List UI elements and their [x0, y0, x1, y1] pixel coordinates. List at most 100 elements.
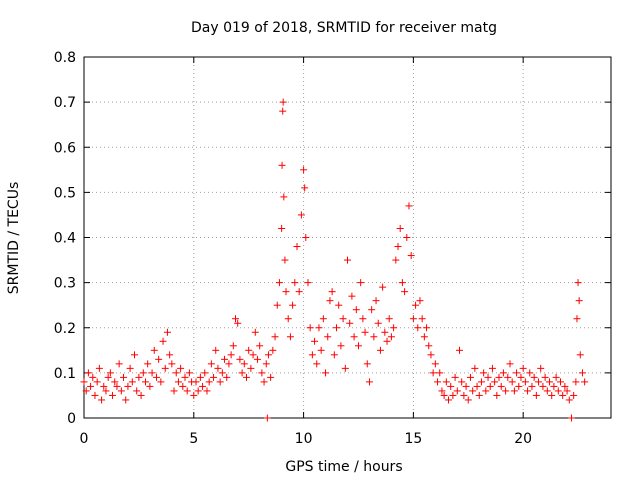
data-point [572, 378, 580, 386]
data-point [445, 396, 453, 404]
data-point [341, 364, 349, 372]
data-point [420, 333, 428, 341]
data-point [98, 396, 106, 404]
data-point [436, 369, 444, 377]
data-point [135, 373, 143, 381]
data-point [398, 279, 406, 287]
data-point [115, 360, 123, 368]
data-point [293, 243, 301, 251]
data-point [475, 391, 483, 399]
data-point [218, 369, 226, 377]
data-point [524, 387, 532, 395]
data-point [392, 256, 400, 264]
y-tick-label: 0.5 [54, 185, 76, 201]
data-point [322, 369, 330, 377]
y-tick-label: 0.6 [54, 140, 76, 156]
data-point [548, 391, 556, 399]
data-point [207, 360, 215, 368]
data-point [225, 360, 233, 368]
data-point [286, 333, 294, 341]
data-point [328, 288, 336, 296]
data-point [434, 378, 442, 386]
data-point [148, 369, 156, 377]
data-point [141, 378, 149, 386]
data-point [535, 378, 543, 386]
data-point [488, 364, 496, 372]
data-point [302, 234, 310, 241]
y-tick-label: 0.8 [54, 50, 76, 66]
data-point [311, 337, 319, 345]
data-point [212, 346, 220, 354]
data-point [576, 351, 584, 359]
data-point [111, 378, 119, 386]
data-point [300, 166, 308, 174]
data-point [155, 355, 163, 363]
data-point [401, 288, 409, 296]
data-point [84, 369, 92, 377]
data-point [543, 387, 551, 395]
data-point [409, 315, 417, 323]
data-point [403, 234, 411, 241]
data-point [192, 378, 200, 386]
data-point [109, 391, 117, 399]
data-point [80, 378, 88, 386]
data-point [532, 391, 540, 399]
data-point [258, 369, 266, 377]
data-point [480, 369, 488, 377]
data-point [530, 373, 538, 381]
data-point [279, 107, 287, 115]
data-point [554, 387, 562, 395]
data-point [240, 360, 248, 368]
data-point [106, 369, 114, 377]
data-point [157, 378, 165, 386]
data-point [546, 378, 554, 386]
data-point [418, 315, 426, 323]
data-point [278, 161, 286, 169]
data-point [574, 279, 582, 287]
data-point [526, 369, 534, 377]
data-point [381, 328, 389, 336]
data-point [163, 328, 171, 336]
data-point [502, 387, 510, 395]
data-point [238, 369, 246, 377]
data-point [519, 364, 527, 372]
data-point [473, 382, 481, 390]
data-point [82, 387, 90, 395]
data-point [104, 373, 112, 381]
data-point [245, 346, 253, 354]
data-point [301, 184, 309, 192]
data-point [339, 315, 347, 323]
data-point [497, 382, 505, 390]
data-point [427, 351, 435, 359]
data-point [346, 319, 354, 327]
data-point [223, 373, 231, 381]
data-point [405, 202, 413, 210]
data-point [368, 306, 376, 314]
data-point [319, 315, 327, 323]
data-point [453, 387, 461, 395]
data-point [348, 292, 356, 300]
data-point [236, 355, 244, 363]
data-point [326, 297, 334, 305]
data-point [442, 378, 450, 386]
data-point [275, 279, 283, 287]
data-point [133, 387, 141, 395]
data-point [552, 373, 560, 381]
data-point [539, 382, 547, 390]
data-point [234, 319, 242, 327]
data-point [144, 360, 152, 368]
data-point [242, 373, 250, 381]
data-point [120, 373, 128, 381]
data-point [385, 315, 393, 323]
data-point [352, 306, 360, 314]
data-point [256, 342, 264, 350]
data-point [471, 364, 479, 372]
data-point [214, 364, 222, 372]
data-point [89, 373, 97, 381]
x-axis-label: GPS time / hours [285, 459, 402, 475]
data-point [137, 391, 145, 399]
y-tick-label: 0 [67, 411, 76, 427]
y-tick-label: 0.4 [54, 231, 76, 247]
data-point [528, 382, 536, 390]
data-point [506, 360, 514, 368]
